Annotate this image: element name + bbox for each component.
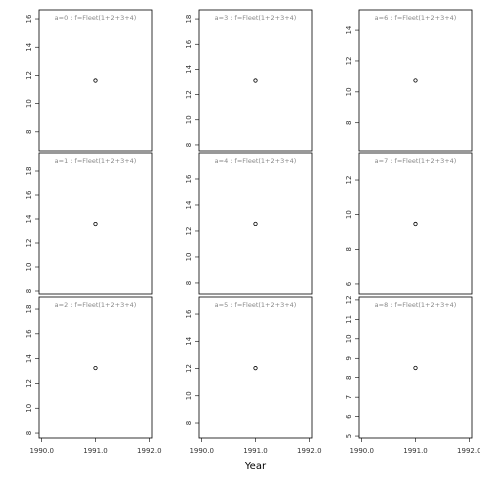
y-tick-label: 10 (345, 334, 353, 343)
y-tick-label: 12 (345, 295, 353, 304)
y-tick-label: 14 (25, 214, 33, 223)
y-tick-label: 8 (25, 289, 33, 293)
panel-title: a=5 : f=Fleet(1+2+3+4) (215, 301, 297, 309)
y-tick-label: 10 (345, 87, 353, 96)
y-tick-label: 9 (345, 356, 353, 360)
x-axis-label: Year (244, 461, 267, 472)
panel-title: a=3 : f=Fleet(1+2+3+4) (215, 14, 297, 22)
x-tick-label: 1990.0 (29, 447, 54, 455)
point (413, 221, 418, 227)
y-tick-label: 5 (345, 434, 353, 438)
y-tick-label: 8 (185, 143, 193, 147)
y-tick-label: 14 (345, 25, 353, 34)
panel-frame (358, 152, 473, 295)
panel-frame (198, 9, 313, 152)
x-tick-label: 1991.0 (243, 447, 268, 455)
y-tick-label: 8 (345, 247, 353, 251)
y-tick-label: 12 (345, 57, 353, 66)
y-tick-label: 18 (185, 15, 193, 24)
y-tick-label: 10 (345, 210, 353, 219)
y-tick-label: 10 (185, 391, 193, 400)
y-tick-label: 12 (185, 364, 193, 373)
y-tick-label: 16 (185, 174, 193, 183)
y-tick-label: 12 (185, 227, 193, 236)
x-tick-label: 1990.0 (349, 447, 374, 455)
y-tick-label: 10 (185, 115, 193, 124)
panel-title: a=6 : f=Fleet(1+2+3+4) (375, 14, 457, 22)
x-tick-label: 1992.0 (297, 447, 322, 455)
y-tick-label: 12 (345, 176, 353, 185)
y-tick-label: 8 (25, 130, 33, 134)
y-tick-label: 16 (25, 329, 33, 338)
y-tick-label: 7 (345, 395, 353, 399)
y-tick-label: 8 (345, 121, 353, 125)
y-tick-label: 12 (25, 71, 33, 80)
y-tick-label: 14 (185, 336, 193, 345)
y-tick-label: 8 (185, 421, 193, 425)
y-tick-label: 12 (25, 379, 33, 388)
point (93, 221, 98, 227)
point (413, 78, 418, 83)
y-tick-label: 18 (25, 305, 33, 314)
y-tick-label: 16 (185, 309, 193, 318)
x-tick-label: 1992.0 (137, 447, 162, 455)
y-tick-label: 16 (185, 39, 193, 48)
y-tick-label: 12 (25, 239, 33, 248)
y-tick-label: 18 (25, 167, 33, 176)
panel-title: a=7 : f=Fleet(1+2+3+4) (375, 157, 457, 165)
y-tick-label: 6 (345, 281, 353, 286)
y-tick-label: 10 (25, 263, 33, 272)
point (253, 366, 258, 371)
x-tick-label: 1991.0 (403, 447, 428, 455)
panel-title: a=4 : f=Fleet(1+2+3+4) (215, 157, 297, 165)
y-tick-label: 6 (345, 414, 353, 419)
y-tick-label: 12 (185, 90, 193, 99)
panel-title: a=0 : f=Fleet(1+2+3+4) (55, 14, 137, 22)
panel-title: a=8 : f=Fleet(1+2+3+4) (375, 301, 457, 309)
panel-frame (38, 152, 153, 295)
point (253, 78, 258, 83)
y-tick-label: 8 (185, 281, 193, 285)
point (93, 365, 98, 371)
panel-frame (198, 152, 313, 295)
panel-frame (38, 296, 153, 439)
y-tick-label: 10 (25, 99, 33, 108)
y-tick-label: 8 (25, 431, 33, 435)
y-tick-label: 14 (25, 42, 33, 51)
y-tick-label: 14 (25, 354, 33, 363)
panel-title: a=1 : f=Fleet(1+2+3+4) (55, 157, 137, 165)
y-tick-label: 11 (345, 315, 353, 324)
y-tick-label: 10 (25, 404, 33, 413)
point (253, 221, 258, 227)
y-tick-label: 8 (345, 375, 353, 379)
x-tick-label: 1990.0 (189, 447, 214, 455)
point (413, 365, 418, 371)
y-tick-label: 14 (185, 200, 193, 209)
y-tick-label: 16 (25, 14, 33, 23)
x-tick-label: 1992.0 (457, 447, 480, 455)
panel-frame (358, 296, 473, 439)
x-tick-label: 1991.0 (83, 447, 108, 455)
y-tick-label: 16 (25, 190, 33, 199)
panel-frame (198, 296, 313, 439)
panel-title: a=2 : f=Fleet(1+2+3+4) (55, 301, 137, 309)
y-tick-label: 10 (185, 253, 193, 262)
y-tick-label: 14 (185, 64, 193, 73)
point (93, 78, 98, 83)
panel-frame (38, 9, 153, 152)
panel-frame (358, 9, 473, 152)
